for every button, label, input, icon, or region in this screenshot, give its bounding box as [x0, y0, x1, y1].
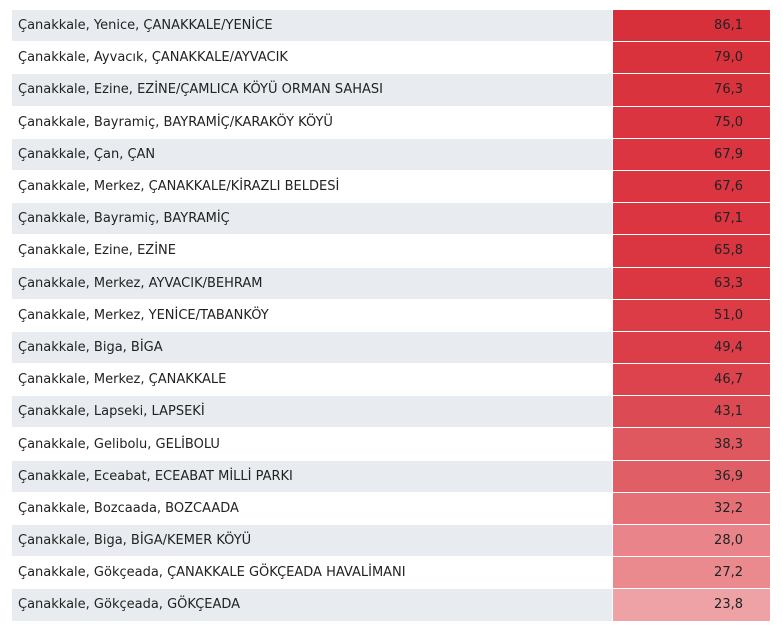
location-cell: Çanakkale, Merkez, AYVACIK/BEHRAM	[12, 267, 612, 299]
table-row: Çanakkale, Merkez, ÇANAKKALE/KİRAZLI BEL…	[12, 170, 770, 204]
value-cell: 36,9	[613, 460, 770, 492]
value-cell: 75,0	[613, 106, 770, 138]
value-cell: 49,4	[613, 331, 770, 364]
location-cell: Çanakkale, Biga, BİGA/KEMER KÖYÜ	[12, 525, 612, 557]
value-cell: 79,0	[613, 42, 770, 74]
location-cell: Çanakkale, Merkez, ÇANAKKALE/KİRAZLI BEL…	[12, 170, 612, 203]
location-cell: Çanakkale, Merkez, YENİCE/TABANKÖY	[12, 299, 612, 331]
value-cell: 28,0	[613, 525, 770, 557]
location-cell: Çanakkale, Ezine, EZİNE/ÇAMLICA KÖYÜ ORM…	[12, 74, 612, 106]
value-cell: 67,9	[613, 138, 770, 170]
table: Çanakkale, Yenice, ÇANAKKALE/YENİCE 86,1 Ç…	[12, 10, 770, 622]
value-cell: 65,8	[613, 235, 770, 267]
value-cell: 63,3	[613, 267, 770, 299]
table-row: Çanakkale, Merkez, ÇANAKKALE 46,7	[12, 364, 770, 397]
table-row: Çanakkale, Merkez, YENİCE/TABANKÖY 51,0	[12, 299, 770, 332]
table-row: Çanakkale, Eceabat, ECEABAT MİLLİ PARKI 3…	[12, 460, 770, 493]
location-cell: Çanakkale, Bayramiç, BAYRAMİÇ/KARAKÖY KÖ…	[12, 106, 612, 138]
table-row: Çanakkale, Lapseki, LAPSEKİ 43,1	[12, 396, 770, 429]
location-cell: Çanakkale, Yenice, ÇANAKKALE/YENİCE	[12, 10, 612, 42]
location-cell: Çanakkale, Gelibolu, GELİBOLU	[12, 428, 612, 460]
value-cell: 67,1	[613, 203, 770, 235]
table-row: Çanakkale, Çan, ÇAN 67,9	[12, 138, 770, 171]
table-row: Çanakkale, Biga, BİGA/KEMER KÖYÜ 28,0	[12, 525, 770, 558]
value-cell: 46,7	[613, 364, 770, 396]
location-cell: Çanakkale, Ezine, EZİNE	[12, 235, 612, 267]
value-cell: 32,2	[613, 492, 770, 524]
location-cell: Çanakkale, Biga, BİGA	[12, 331, 612, 364]
location-cell: Çanakkale, Bozcaada, BOZCAADA	[12, 492, 612, 524]
value-cell: 76,3	[613, 74, 770, 106]
location-cell: Çanakkale, Lapseki, LAPSEKİ	[12, 396, 612, 428]
location-cell: Çanakkale, Gökçeada, GÖKÇEADA	[12, 589, 612, 621]
value-cell: 67,6	[613, 170, 770, 203]
value-cell: 38,3	[613, 428, 770, 460]
value-cell: 43,1	[613, 396, 770, 428]
table-row: Çanakkale, Bayramiç, BAYRAMİÇ 67,1	[12, 203, 770, 236]
table-row: Çanakkale, Gelibolu, GELİBOLU 38,3	[12, 428, 770, 461]
table-row: Çanakkale, Yenice, ÇANAKKALE/YENİCE 86,1	[12, 10, 770, 43]
table-row: Çanakkale, Ezine, EZİNE/ÇAMLICA KÖYÜ ORM…	[12, 74, 770, 107]
value-cell: 23,8	[613, 589, 770, 621]
location-cell: Çanakkale, Gökçeada, ÇANAKKALE GÖKÇEADA …	[12, 557, 612, 589]
table-row: Çanakkale, Ayvacık, ÇANAKKALE/AYVACIK 79,…	[12, 42, 770, 75]
table-row: Çanakkale, Bozcaada, BOZCAADA 32,2	[12, 492, 770, 525]
table-row: Çanakkale, Gökçeada, GÖKÇEADA 23,8	[12, 589, 770, 622]
table-row: Çanakkale, Biga, BİGA 49,4	[12, 331, 770, 365]
table-row: Çanakkale, Merkez, AYVACIK/BEHRAM 63,3	[12, 267, 770, 300]
location-cell: Çanakkale, Çan, ÇAN	[12, 138, 612, 170]
value-cell: 27,2	[613, 557, 770, 589]
value-cell: 86,1	[613, 10, 770, 42]
table-row: Çanakkale, Gökçeada, ÇANAKKALE GÖKÇEADA …	[12, 557, 770, 590]
location-cell: Çanakkale, Merkez, ÇANAKKALE	[12, 364, 612, 396]
value-cell: 51,0	[613, 299, 770, 331]
location-cell: Çanakkale, Bayramiç, BAYRAMİÇ	[12, 203, 612, 235]
location-cell: Çanakkale, Ayvacık, ÇANAKKALE/AYVACIK	[12, 42, 612, 74]
table-row: Çanakkale, Bayramiç, BAYRAMİÇ/KARAKÖY KÖ…	[12, 106, 770, 139]
location-cell: Çanakkale, Eceabat, ECEABAT MİLLİ PARKI	[12, 460, 612, 492]
table-row: Çanakkale, Ezine, EZİNE 65,8	[12, 235, 770, 268]
